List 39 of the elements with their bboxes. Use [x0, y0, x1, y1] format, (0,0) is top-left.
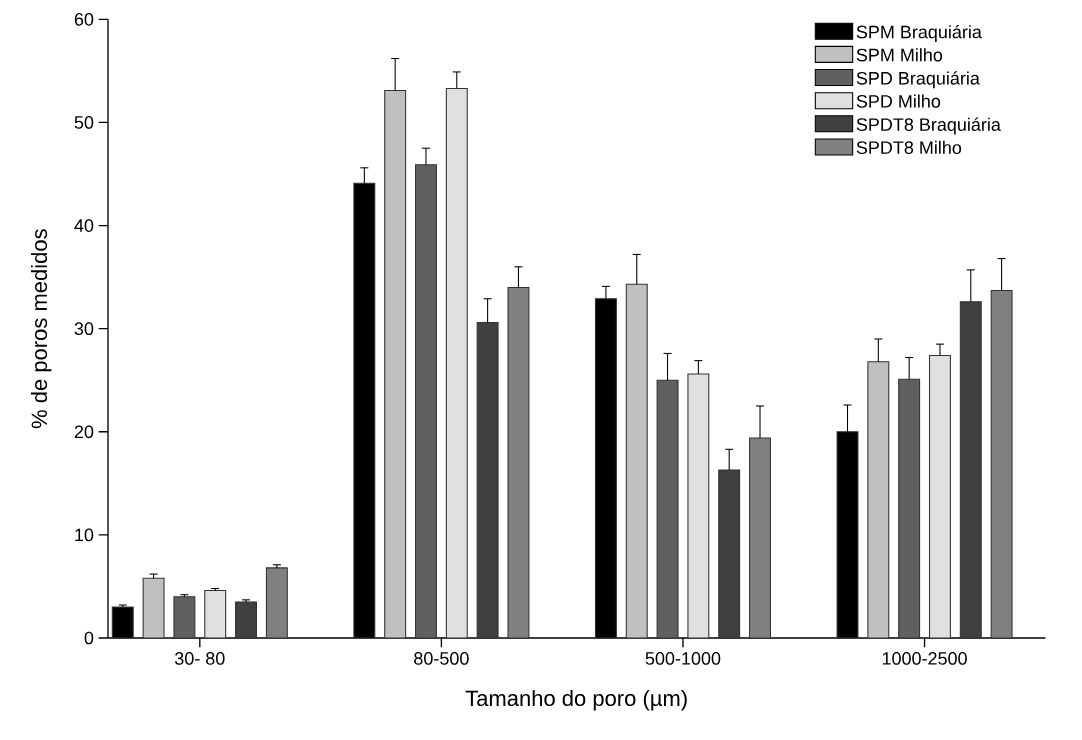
legend-label: SPM Milho: [856, 48, 943, 62]
bar: [204, 590, 227, 639]
bar: [749, 437, 771, 639]
bar: [415, 164, 437, 639]
bar: [476, 321, 499, 639]
bar: [928, 354, 951, 639]
bar: [445, 87, 468, 639]
y-tick-label: 50: [74, 116, 94, 129]
bar: [235, 601, 258, 639]
bar: [142, 577, 165, 639]
y-axis-title: % de poros medidos: [30, 229, 52, 429]
y-tick-label: 20: [74, 425, 94, 439]
legend-label: SPD Milho: [856, 94, 941, 108]
bar: [265, 567, 288, 639]
x-tick-label: 1000-2500: [882, 652, 967, 665]
x-tick-label: 500-1000: [645, 652, 721, 665]
bar: [990, 289, 1013, 639]
legend-label: SPM Braquiária: [856, 24, 982, 42]
legend-label: SPD Braquiária: [856, 71, 980, 89]
bar: [173, 596, 196, 639]
bar: [718, 469, 741, 639]
y-tick-label: 40: [74, 219, 94, 232]
bar: [898, 378, 921, 639]
y-tick-label: 30: [74, 322, 94, 336]
legend-label: SPDT8 Braquiária: [856, 117, 1001, 135]
bar: [656, 379, 679, 639]
legend-label: SPDT8 Milho: [856, 140, 962, 154]
bar: [625, 283, 648, 639]
bar: [867, 361, 890, 639]
x-tick-label: 80-500: [414, 652, 469, 665]
x-axis-title: Tamanho do poro (µm): [465, 689, 687, 711]
bar: [687, 373, 710, 639]
y-tick-label: 0: [84, 631, 94, 645]
bar: [507, 286, 530, 639]
x-tick-label: 30- 80: [174, 652, 225, 665]
y-tick-label: 10: [75, 528, 94, 542]
bar: [384, 89, 407, 639]
bar: [959, 301, 982, 639]
y-tick-label: 60: [74, 12, 94, 26]
